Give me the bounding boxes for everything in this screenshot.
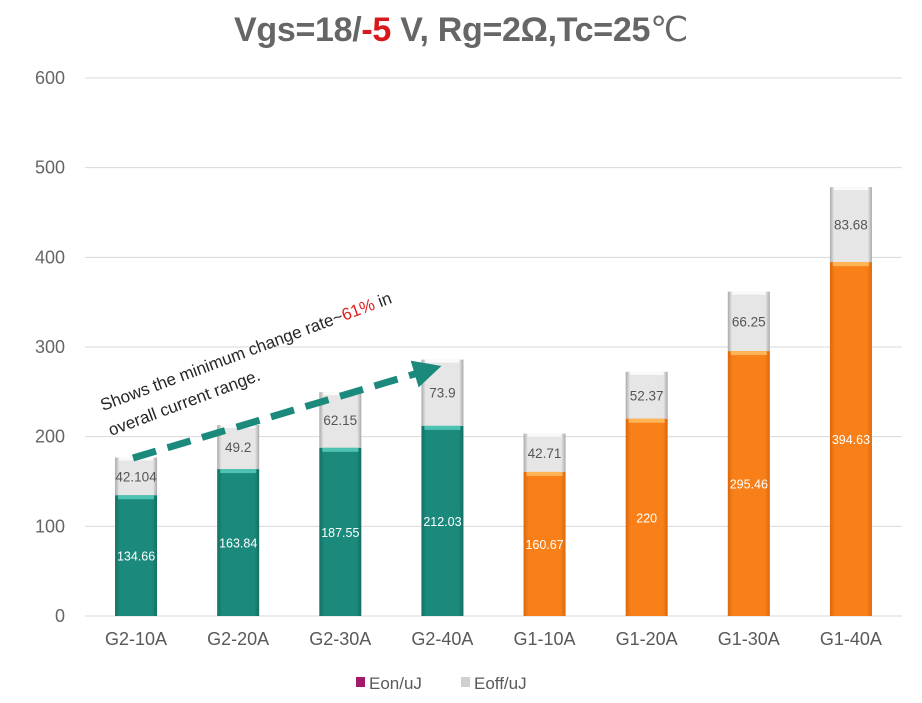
bar-eoff: [625, 371, 668, 419]
data-label-eoff: 62.15: [323, 413, 357, 428]
y-tick-label: 0: [55, 606, 65, 626]
bar-eon: [421, 425, 464, 616]
legend-label-eoff: Eoff/uJ: [474, 674, 527, 693]
bar-eon-highlight: [526, 471, 563, 476]
bar-eon: [115, 495, 158, 616]
data-label-eoff: 49.2: [225, 440, 251, 455]
title-unit: ℃: [650, 12, 688, 49]
bar-eon: [829, 262, 872, 616]
data-label-eoff: 83.68: [834, 218, 868, 233]
x-tick-label: G1-40A: [820, 629, 882, 649]
y-tick-label: 100: [35, 516, 65, 536]
data-label-eoff: 66.25: [732, 314, 766, 329]
data-label-eon: 220: [636, 511, 657, 525]
bar-eoff-highlight: [731, 291, 766, 295]
bar-eoff: [727, 291, 770, 352]
y-axis: 0 100 200 300 400 500 600: [35, 68, 65, 626]
title-prefix: Vgs=18/: [234, 11, 362, 49]
bar-eon: [727, 351, 770, 616]
x-tick-label: G1-20A: [616, 629, 678, 649]
bar-eon: [319, 447, 362, 616]
bar-eon: [217, 469, 260, 616]
y-tick-label: 300: [35, 337, 65, 357]
data-label-eoff: 52.37: [630, 388, 664, 403]
data-label-eon: 394.63: [832, 433, 870, 447]
x-tick-label: G2-20A: [207, 629, 269, 649]
data-label-eon: 160.67: [525, 538, 563, 552]
data-label-eon: 134.66: [117, 550, 155, 564]
y-tick-label: 600: [35, 68, 65, 88]
bar-eon-highlight: [628, 418, 665, 423]
title-highlight: -5: [361, 11, 392, 49]
y-tick-label: 400: [35, 247, 65, 267]
y-tick-label: 200: [35, 427, 65, 447]
bar-eoff-highlight: [527, 433, 562, 437]
bar-eoff: [115, 457, 158, 496]
data-label-eoff: 42.71: [528, 446, 562, 461]
chart-title: Vgs=18/-5 V, Rg=2Ω,Tc=25℃: [0, 10, 922, 50]
gridlines: [85, 77, 902, 617]
x-tick-label: G1-30A: [718, 629, 780, 649]
bar-eoff-highlight: [425, 359, 460, 363]
bar-eoff-highlight: [833, 187, 868, 191]
x-tick-label: G1-10A: [514, 629, 576, 649]
x-axis: G2-10A G2-20A G2-30A G2-40A G1-10A G1-20A G1-3…: [105, 629, 882, 649]
legend-label-eon: Eon/uJ: [369, 674, 422, 693]
bar-eon-highlight: [424, 425, 461, 430]
x-tick-label: G2-10A: [105, 629, 167, 649]
y-tick-label: 500: [35, 158, 65, 178]
data-label-eoff: 42.104: [115, 469, 157, 484]
data-label-eon: 163.84: [219, 537, 257, 551]
x-tick-label: G2-40A: [411, 629, 473, 649]
bar-eon-highlight: [322, 447, 359, 452]
bar-eon-highlight: [220, 469, 257, 474]
data-label-eon: 212.03: [423, 515, 461, 529]
title-suffix: V, Rg=2Ω,Tc=25: [391, 11, 651, 49]
legend: Eon/uJ Eoff/uJ: [356, 674, 527, 693]
bar-eon-highlight: [832, 262, 869, 267]
annotation: Shows the minimum change rate~61% in ove…: [98, 289, 442, 462]
annotation-text-after: in: [371, 289, 394, 313]
bar-eon: [625, 418, 668, 616]
bars: [115, 187, 872, 616]
data-label-eon: 187.55: [321, 526, 359, 540]
legend-swatch-eoff: [461, 677, 470, 687]
x-tick-label: G2-30A: [309, 629, 371, 649]
bar-eon-highlight: [118, 495, 155, 500]
data-label-eon: 295.46: [730, 478, 768, 492]
trend-arrow: [131, 360, 442, 462]
data-label-eoff: 73.9: [429, 386, 455, 401]
bar-eoff-highlight: [629, 371, 664, 375]
bar-eoff: [829, 187, 872, 263]
data-labels: 134.66 42.104 163.84 49.2 187.55 62.15 212.03 7…: [115, 218, 870, 564]
bar-eon-highlight: [730, 351, 767, 356]
bar-eon: [523, 471, 566, 616]
bar-eoff: [523, 433, 566, 472]
legend-swatch-eon: [356, 677, 365, 687]
